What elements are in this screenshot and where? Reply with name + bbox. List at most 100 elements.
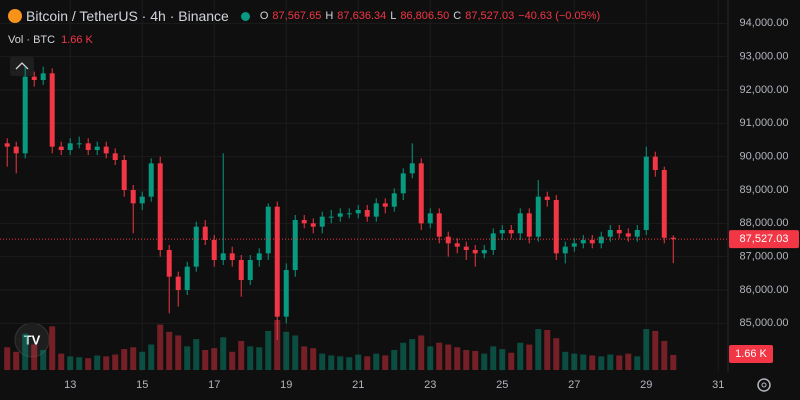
volume-bar — [670, 354, 677, 370]
volume-bar — [580, 354, 587, 370]
candle-body — [481, 250, 487, 254]
legend: Bitcoin / TetherUS · 4h · Binance O 87,56… — [8, 8, 600, 24]
volume-bar — [265, 330, 272, 370]
tv-logo-mark: TV — [24, 332, 41, 347]
candle-body — [238, 260, 244, 280]
volume-bar — [661, 340, 668, 370]
candle-body — [337, 213, 343, 217]
candle-body — [301, 220, 307, 224]
candle-body — [265, 206, 271, 254]
volume-bar — [274, 320, 281, 370]
volume-bar — [526, 344, 533, 370]
volume-bar — [643, 329, 650, 370]
candle-body — [229, 253, 235, 260]
y-tick-label: 89,000.00 — [740, 184, 789, 196]
volume-bar — [22, 333, 29, 370]
candle-body — [616, 230, 622, 234]
candle-body — [571, 243, 577, 247]
volume-bar — [544, 330, 551, 370]
volume-badge — [729, 345, 773, 363]
volume-bar — [598, 356, 605, 370]
volume-bar — [148, 344, 155, 370]
candle-body — [508, 230, 514, 234]
volume-bar — [310, 348, 317, 370]
coin-icon — [8, 9, 22, 23]
candle-body — [76, 143, 82, 145]
candle-body — [346, 213, 352, 215]
volume-bar — [499, 349, 506, 370]
volume-bar — [418, 335, 425, 370]
candle-body — [211, 240, 217, 260]
candle-body — [517, 213, 523, 234]
x-tick-label: 17 — [208, 379, 220, 391]
volume-bar — [202, 350, 209, 370]
volume-bar — [319, 353, 326, 370]
candle-body — [625, 233, 631, 237]
volume-bar — [328, 355, 335, 370]
volume-bar — [175, 335, 182, 370]
volume-bar — [112, 354, 119, 370]
collapse-icon — [15, 62, 29, 70]
volume-bar — [571, 353, 578, 370]
candle-body — [40, 73, 46, 80]
volume-bar — [220, 337, 227, 370]
candle-body — [544, 196, 550, 200]
candle-body — [13, 146, 19, 154]
volume-bar — [472, 350, 479, 370]
candle-body — [463, 246, 469, 250]
volume-bar — [211, 348, 218, 370]
change: −40.63 (−0.05%) — [518, 10, 601, 22]
candle-body — [85, 143, 91, 150]
candle-body — [580, 240, 586, 244]
candle-body — [472, 250, 478, 254]
volume-bar — [256, 347, 263, 370]
vol-value: 1.66 K — [61, 34, 93, 46]
y-tick-label: 90,000.00 — [740, 151, 789, 163]
price-badge-label: 87,527.03 — [740, 233, 789, 245]
candle-body — [553, 200, 559, 254]
candle-body — [283, 270, 289, 317]
o-label: O — [259, 10, 269, 22]
volume-bar — [481, 353, 488, 370]
candle-body — [490, 233, 496, 250]
c-value: 87,527.03 — [465, 10, 515, 22]
candle-body — [256, 253, 262, 260]
x-tick-label: 23 — [424, 379, 436, 391]
candle-body — [319, 216, 325, 227]
candle-body — [643, 156, 649, 230]
settings-icon[interactable] — [757, 378, 771, 392]
volume-bar — [508, 352, 515, 370]
x-tick-label: 27 — [568, 379, 580, 391]
volume-bar — [625, 353, 632, 370]
status-dot — [240, 11, 250, 21]
volume-bar — [562, 351, 569, 370]
volume-bar — [238, 340, 245, 370]
volume-bar — [634, 356, 641, 370]
volume-bar — [589, 355, 596, 370]
volume-bar — [31, 344, 38, 370]
y-tick-label: 91,000.00 — [740, 117, 789, 129]
volume-bar — [454, 347, 461, 370]
candle-body — [634, 230, 640, 237]
candle-body — [670, 237, 676, 240]
volume-bar — [139, 351, 146, 370]
volume-bar — [121, 349, 128, 370]
candle-body — [22, 76, 28, 154]
candle-body — [400, 173, 406, 194]
volume-bar — [535, 329, 542, 370]
collapse-button[interactable] — [10, 56, 34, 76]
candle-body — [427, 213, 433, 224]
candle-body — [328, 216, 334, 218]
l-label: L — [390, 10, 397, 22]
y-tick-label: 94,000.00 — [740, 17, 789, 29]
candle-body — [535, 196, 541, 237]
volume-bar — [553, 338, 560, 370]
h-value: 87,636.34 — [337, 10, 387, 22]
x-tick-label: 13 — [64, 379, 76, 391]
volume-bar — [58, 353, 65, 370]
volume-bar — [76, 357, 83, 370]
candle-body — [661, 170, 667, 238]
candle-body — [409, 163, 415, 174]
volume-legend: Vol · BTC 1.66 K — [8, 34, 93, 46]
